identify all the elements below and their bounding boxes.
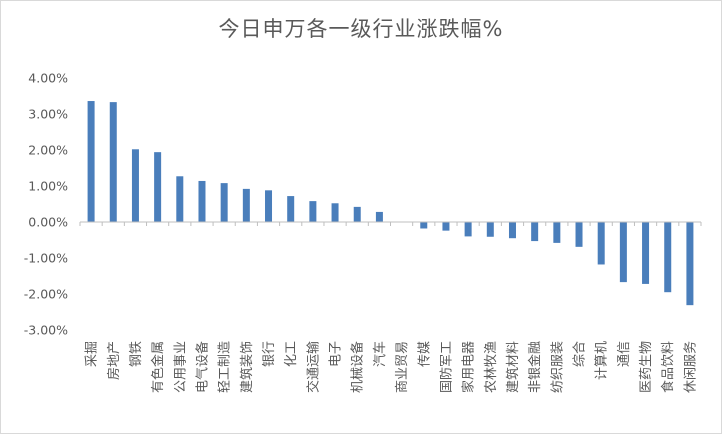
bar (664, 222, 672, 293)
x-tick-label: 轻工制造 (218, 341, 233, 393)
x-tick-label: 汽车 (372, 341, 388, 367)
y-tick-label: 3.00% (28, 107, 68, 122)
bar (597, 222, 605, 265)
bar (420, 222, 428, 229)
y-tick-label: 2.00% (28, 143, 68, 158)
bar (265, 190, 273, 222)
x-tick-label: 建筑装饰 (239, 341, 255, 393)
x-tick-label: 通信 (617, 341, 632, 367)
x-tick-label: 公用事业 (173, 341, 188, 393)
bar (575, 222, 583, 247)
y-tick-label: 1.00% (28, 179, 68, 194)
bar (442, 222, 450, 231)
x-tick-label: 房地产 (106, 341, 122, 380)
bar (486, 222, 494, 237)
bar (220, 183, 228, 222)
y-tick-label: -1.00% (24, 251, 68, 266)
bar (309, 201, 317, 222)
bar (375, 211, 383, 222)
bar (242, 188, 250, 222)
x-tick-label: 综合 (573, 341, 588, 367)
x-tick-label: 计算机 (595, 341, 610, 380)
x-tick-label: 纺织服装 (550, 341, 565, 393)
bar (331, 203, 339, 222)
bar (198, 180, 206, 222)
x-tick-label: 商业贸易 (395, 341, 410, 393)
bar (508, 222, 516, 239)
x-tick-label: 电气设备 (194, 341, 210, 393)
x-tick-label: 化工 (284, 341, 299, 367)
x-tick-label: 机械设备 (350, 341, 366, 393)
x-tick-label: 银行 (262, 341, 277, 367)
bar (131, 149, 139, 222)
x-tick-label: 国防军工 (438, 341, 454, 393)
bar (87, 101, 95, 222)
y-tick-label: 4.00% (28, 71, 68, 86)
y-tick-label: -3.00% (24, 323, 68, 338)
x-tick-label: 传媒 (417, 341, 432, 367)
x-tick-label: 建筑材料 (505, 341, 521, 393)
x-tick-label: 交通运输 (305, 341, 321, 393)
bar (553, 222, 561, 243)
x-tick-label: 钢铁 (129, 341, 144, 367)
bar (353, 206, 361, 222)
chart-title: 今日申万各一级行业涨跌幅% (218, 17, 504, 41)
x-tick-label: 电子 (329, 341, 344, 367)
x-tick-label: 食品饮料 (660, 341, 676, 393)
bar (686, 222, 694, 306)
x-tick-label: 医药生物 (639, 341, 654, 393)
y-tick-label: -2.00% (24, 287, 68, 302)
bar (642, 222, 650, 284)
bar (287, 196, 295, 222)
bar (109, 102, 117, 222)
x-tick-label: 休闲服务 (682, 341, 698, 393)
bar (531, 222, 539, 242)
bar (176, 176, 184, 222)
x-tick-label: 非银金融 (527, 341, 543, 393)
bar (619, 222, 627, 283)
x-tick-label: 采掘 (85, 341, 100, 367)
x-tick-label: 有色金属 (150, 341, 166, 393)
bar (464, 222, 472, 237)
y-tick-label: 0.00% (28, 215, 68, 230)
bar (154, 152, 162, 222)
x-tick-label: 农林牧渔 (484, 341, 499, 393)
x-tick-label: 家用电器 (461, 341, 477, 393)
